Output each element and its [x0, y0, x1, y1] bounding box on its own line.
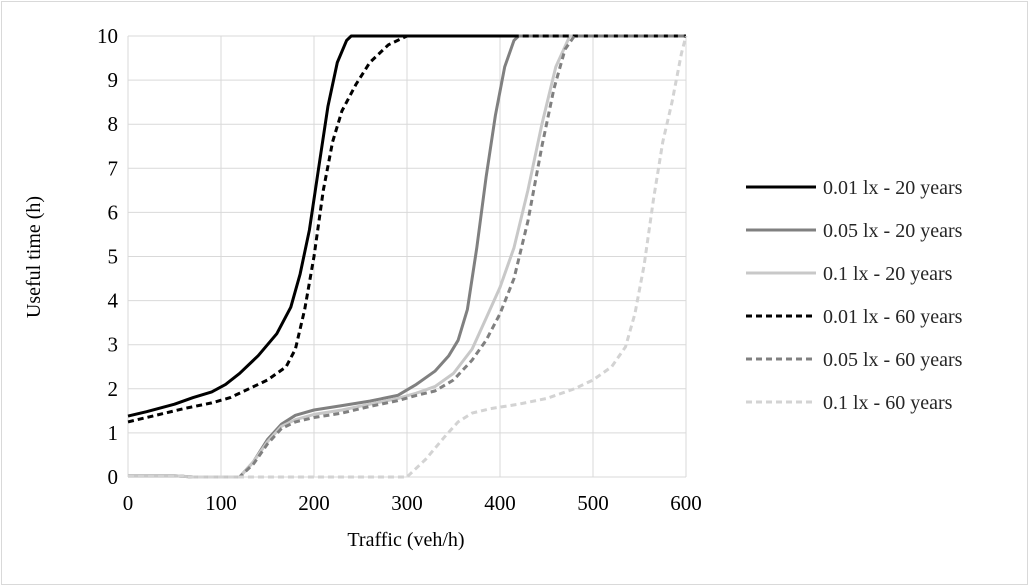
series-line	[128, 34, 686, 479]
x-tick-label: 600	[670, 491, 702, 515]
grid	[127, 35, 687, 478]
y-tick-label: 7	[108, 156, 119, 180]
y-tick-label: 3	[108, 333, 119, 357]
x-tick-label: 100	[205, 491, 237, 515]
y-tick-label: 1	[108, 421, 119, 445]
series-line	[127, 34, 686, 418]
x-tick-label: 0	[123, 491, 134, 515]
series-line	[128, 34, 686, 479]
x-tick-label: 400	[484, 491, 516, 515]
series-layer	[127, 34, 688, 479]
y-tick-label: 0	[108, 465, 119, 489]
legend-entry: 0.05 lx - 20 years	[823, 220, 963, 242]
y-tick-label: 4	[108, 289, 119, 313]
x-tick-labels: 0 100 200 300 400 500 600	[123, 491, 702, 515]
x-axis-label: Traffic (veh/h)	[347, 529, 464, 551]
y-tick-label: 6	[108, 200, 119, 224]
x-tick-label: 500	[577, 491, 609, 515]
y-axis-label: Useful time (h)	[23, 196, 45, 318]
legend-entry: 0.01 lx - 60 years	[823, 306, 963, 328]
legend-entry: 0.1 lx - 60 years	[823, 392, 953, 414]
y-tick-labels: 0 1 2 3 4 5 6 7 8 9 10	[97, 24, 119, 489]
legend: 0.01 lx - 20 years 0.05 lx - 20 years 0.1 …	[746, 177, 963, 414]
series-line	[127, 34, 686, 424]
x-tick-label: 300	[391, 491, 423, 515]
y-tick-label: 9	[108, 68, 119, 92]
series-line	[128, 35, 688, 479]
legend-entry: 0.1 lx - 20 years	[823, 263, 953, 285]
legend-entry: 0.01 lx - 20 years	[823, 177, 963, 199]
y-tick-label: 8	[108, 112, 119, 136]
y-tick-label: 10	[97, 24, 118, 48]
legend-entry: 0.05 lx - 60 years	[823, 349, 963, 371]
y-tick-label: 2	[108, 377, 119, 401]
y-tick-label: 5	[108, 245, 119, 269]
x-tick-label: 200	[298, 491, 330, 515]
